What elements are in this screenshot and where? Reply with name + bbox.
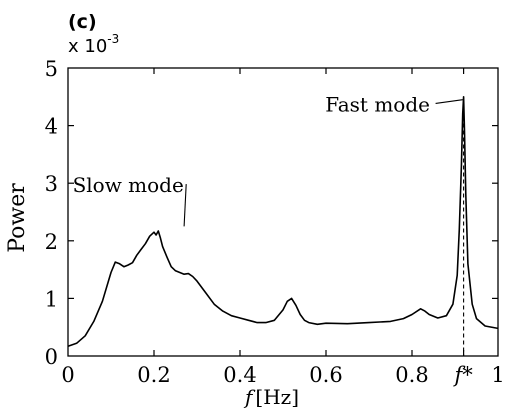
fast-mode-pointer <box>435 99 463 104</box>
fast-mode-annotation: Fast mode <box>325 92 430 116</box>
x-tick-label-5: f* <box>452 363 473 387</box>
axes-frame <box>67 67 499 357</box>
y-scale-note-exponent: -3 <box>107 32 119 46</box>
y-tick-label-1: 1 <box>45 287 58 311</box>
slow-mode-annotation: Slow mode <box>73 173 184 197</box>
power-spectrum-line-0 <box>67 96 499 347</box>
y-tick-label-5: 5 <box>45 57 58 81</box>
y-scale-note: x 10-3 <box>68 32 119 57</box>
annotations: Fast mode Slow mode <box>73 92 463 227</box>
x-axis-label-unit: [Hz] <box>255 385 299 409</box>
y-tick-label-2: 2 <box>45 230 58 254</box>
x-axis-label-symbol: f <box>243 385 256 409</box>
x-tick-label-0: 0 <box>61 363 74 387</box>
x-axis-label: f [Hz] <box>243 385 299 409</box>
y-tick-label-3: 3 <box>45 172 58 196</box>
x-tick-label-1: 0.2 <box>137 363 170 387</box>
y-axis-label: Power <box>5 183 30 253</box>
x-tick-label-3: 0.6 <box>309 363 342 387</box>
plot-area <box>67 67 499 357</box>
slow-mode-pointer <box>183 184 187 227</box>
x-tick-label-4: 0.8 <box>395 363 428 387</box>
y-tick-label-0: 0 <box>45 345 58 369</box>
axis-ticks: 0 1 2 3 4 5 0 0.2 0.4 0.6 0.8 f* 1 <box>45 57 505 387</box>
y-tick-label-4: 4 <box>45 115 58 139</box>
x-tick-label-2: 0.4 <box>223 363 256 387</box>
panel-label: (c) <box>68 11 97 33</box>
x-tick-label-6: 1 <box>491 363 504 387</box>
y-scale-note-base: x 10 <box>68 36 107 57</box>
